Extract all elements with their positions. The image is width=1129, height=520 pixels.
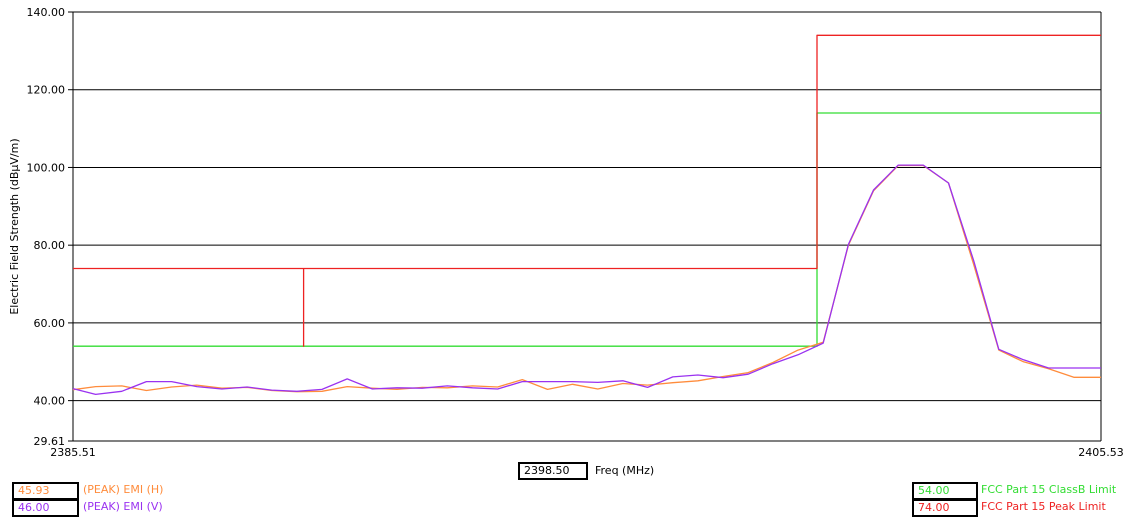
series-peak-limit-line: [73, 34, 1101, 347]
series-classb-limit-line: [73, 112, 1101, 347]
legend-value-peak-limit: 74.00: [912, 499, 978, 517]
y-tick-label: 40.00: [34, 395, 66, 408]
x-tick-label-start: 2385.51: [50, 446, 96, 458]
legend-value-emi-v: 46.00: [12, 499, 79, 517]
y-axis-title: Electric Field Strength (dBµV/m): [8, 138, 21, 314]
y-tick-label: 29.61: [34, 435, 66, 448]
chart: 140.00 120.00 100.00 80.00 60.00 40.00 29.6123…: [8, 6, 1124, 458]
x-tick-label-end: 2405.53: [1078, 446, 1124, 458]
y-tick-label: 80.00: [34, 239, 66, 252]
legend-label-emi-v: (PEAK) EMI (V): [83, 500, 163, 513]
legend-value-classb-limit: 54.00: [912, 482, 978, 500]
legend-label-peak-limit: FCC Part 15 Peak Limit: [981, 500, 1106, 513]
series-emi-v-line: [72, 164, 1101, 396]
y-tick-label: 60.00: [34, 317, 66, 330]
x-axis-title: Freq (MHz): [595, 464, 655, 477]
y-tick-label: 120.00: [27, 84, 66, 97]
legend-label-classb-limit: FCC Part 15 ClassB Limit: [981, 483, 1117, 496]
y-tick-label: 140.00: [27, 6, 66, 19]
legend-value-emi-h: 45.93: [12, 482, 79, 500]
legend-label-emi-h: (PEAK) EMI (H): [83, 483, 164, 496]
cursor-frequency-readout[interactable]: 2398.50: [518, 462, 588, 480]
series-emi-h-line: [72, 164, 1101, 393]
y-tick-label: 100.00: [27, 161, 66, 174]
